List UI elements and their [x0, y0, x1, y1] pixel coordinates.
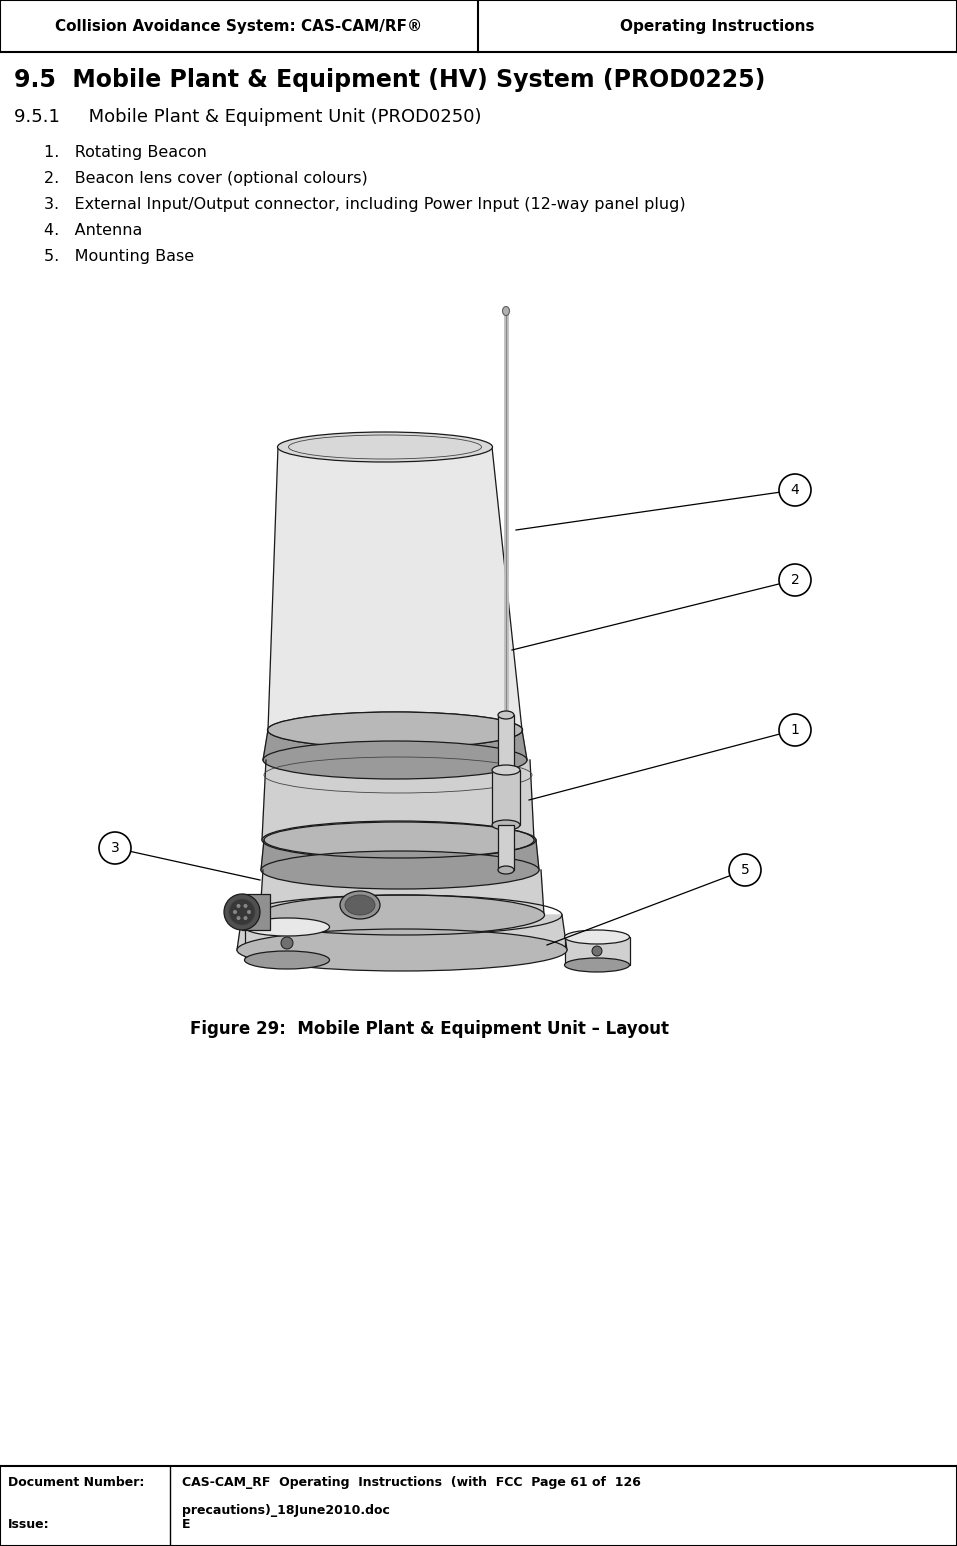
- Ellipse shape: [498, 866, 514, 873]
- Ellipse shape: [498, 711, 514, 719]
- Ellipse shape: [565, 931, 630, 945]
- Ellipse shape: [268, 713, 523, 748]
- Ellipse shape: [278, 431, 493, 462]
- Circle shape: [779, 714, 811, 747]
- Text: 9.5.1     Mobile Plant & Equipment Unit (PROD0250): 9.5.1 Mobile Plant & Equipment Unit (PRO…: [14, 108, 481, 127]
- Text: 2.   Beacon lens cover (optional colours): 2. Beacon lens cover (optional colours): [44, 172, 367, 186]
- Polygon shape: [237, 915, 567, 949]
- FancyBboxPatch shape: [242, 894, 270, 931]
- Text: Collision Avoidance System: CAS-CAM/RF®: Collision Avoidance System: CAS-CAM/RF®: [56, 19, 423, 34]
- Text: 3: 3: [111, 841, 120, 855]
- Text: 1.   Rotating Beacon: 1. Rotating Beacon: [44, 145, 207, 159]
- Text: 4.   Antenna: 4. Antenna: [44, 223, 143, 238]
- Ellipse shape: [244, 951, 329, 969]
- Circle shape: [99, 832, 131, 864]
- Circle shape: [236, 917, 240, 920]
- Polygon shape: [263, 730, 527, 761]
- Polygon shape: [260, 870, 544, 915]
- Text: 5: 5: [741, 863, 749, 877]
- Text: 3.   External Input/Output connector, including Power Input (12-way panel plug): 3. External Input/Output connector, incl…: [44, 196, 685, 212]
- Ellipse shape: [259, 895, 545, 935]
- Circle shape: [243, 917, 248, 920]
- Ellipse shape: [263, 741, 527, 779]
- Text: Operating Instructions: Operating Instructions: [620, 19, 814, 34]
- FancyBboxPatch shape: [498, 826, 514, 870]
- FancyBboxPatch shape: [498, 714, 514, 770]
- Ellipse shape: [565, 959, 630, 972]
- Circle shape: [729, 853, 761, 886]
- Circle shape: [224, 894, 260, 931]
- Text: 9.5  Mobile Plant & Equipment (HV) System (PROD0225): 9.5 Mobile Plant & Equipment (HV) System…: [14, 68, 766, 93]
- Text: precautions)_18June2010.doc: precautions)_18June2010.doc: [182, 1504, 389, 1517]
- Ellipse shape: [261, 850, 539, 889]
- Text: Issue:: Issue:: [8, 1518, 50, 1531]
- Circle shape: [236, 904, 240, 908]
- Polygon shape: [262, 761, 534, 839]
- Ellipse shape: [492, 819, 520, 830]
- Ellipse shape: [345, 895, 375, 915]
- Text: Figure 29:  Mobile Plant & Equipment Unit – Layout: Figure 29: Mobile Plant & Equipment Unit…: [190, 1020, 670, 1037]
- Ellipse shape: [492, 765, 520, 775]
- FancyBboxPatch shape: [565, 937, 630, 965]
- FancyBboxPatch shape: [245, 928, 330, 960]
- FancyBboxPatch shape: [492, 770, 520, 826]
- Text: E: E: [182, 1518, 190, 1531]
- Circle shape: [229, 900, 255, 925]
- Text: 5.   Mounting Base: 5. Mounting Base: [44, 249, 194, 264]
- Circle shape: [592, 946, 602, 955]
- Ellipse shape: [268, 713, 523, 748]
- Circle shape: [247, 911, 251, 914]
- Ellipse shape: [340, 890, 380, 918]
- Ellipse shape: [498, 765, 514, 775]
- Circle shape: [281, 937, 293, 949]
- Text: Document Number:: Document Number:: [8, 1476, 145, 1489]
- Circle shape: [779, 564, 811, 597]
- Circle shape: [233, 911, 237, 914]
- Ellipse shape: [237, 929, 567, 971]
- Text: 4: 4: [790, 482, 799, 496]
- Polygon shape: [268, 447, 522, 730]
- Text: 1: 1: [790, 724, 799, 737]
- Circle shape: [243, 904, 248, 908]
- Text: 2: 2: [790, 574, 799, 587]
- Polygon shape: [261, 839, 539, 870]
- Ellipse shape: [244, 918, 329, 935]
- Bar: [0, 1466, 957, 1546]
- Text: CAS-CAM_RF  Operating  Instructions  (with  FCC  Page 61 of  126: CAS-CAM_RF Operating Instructions (with …: [182, 1476, 641, 1489]
- Circle shape: [779, 475, 811, 506]
- Ellipse shape: [502, 306, 509, 315]
- Ellipse shape: [262, 821, 534, 860]
